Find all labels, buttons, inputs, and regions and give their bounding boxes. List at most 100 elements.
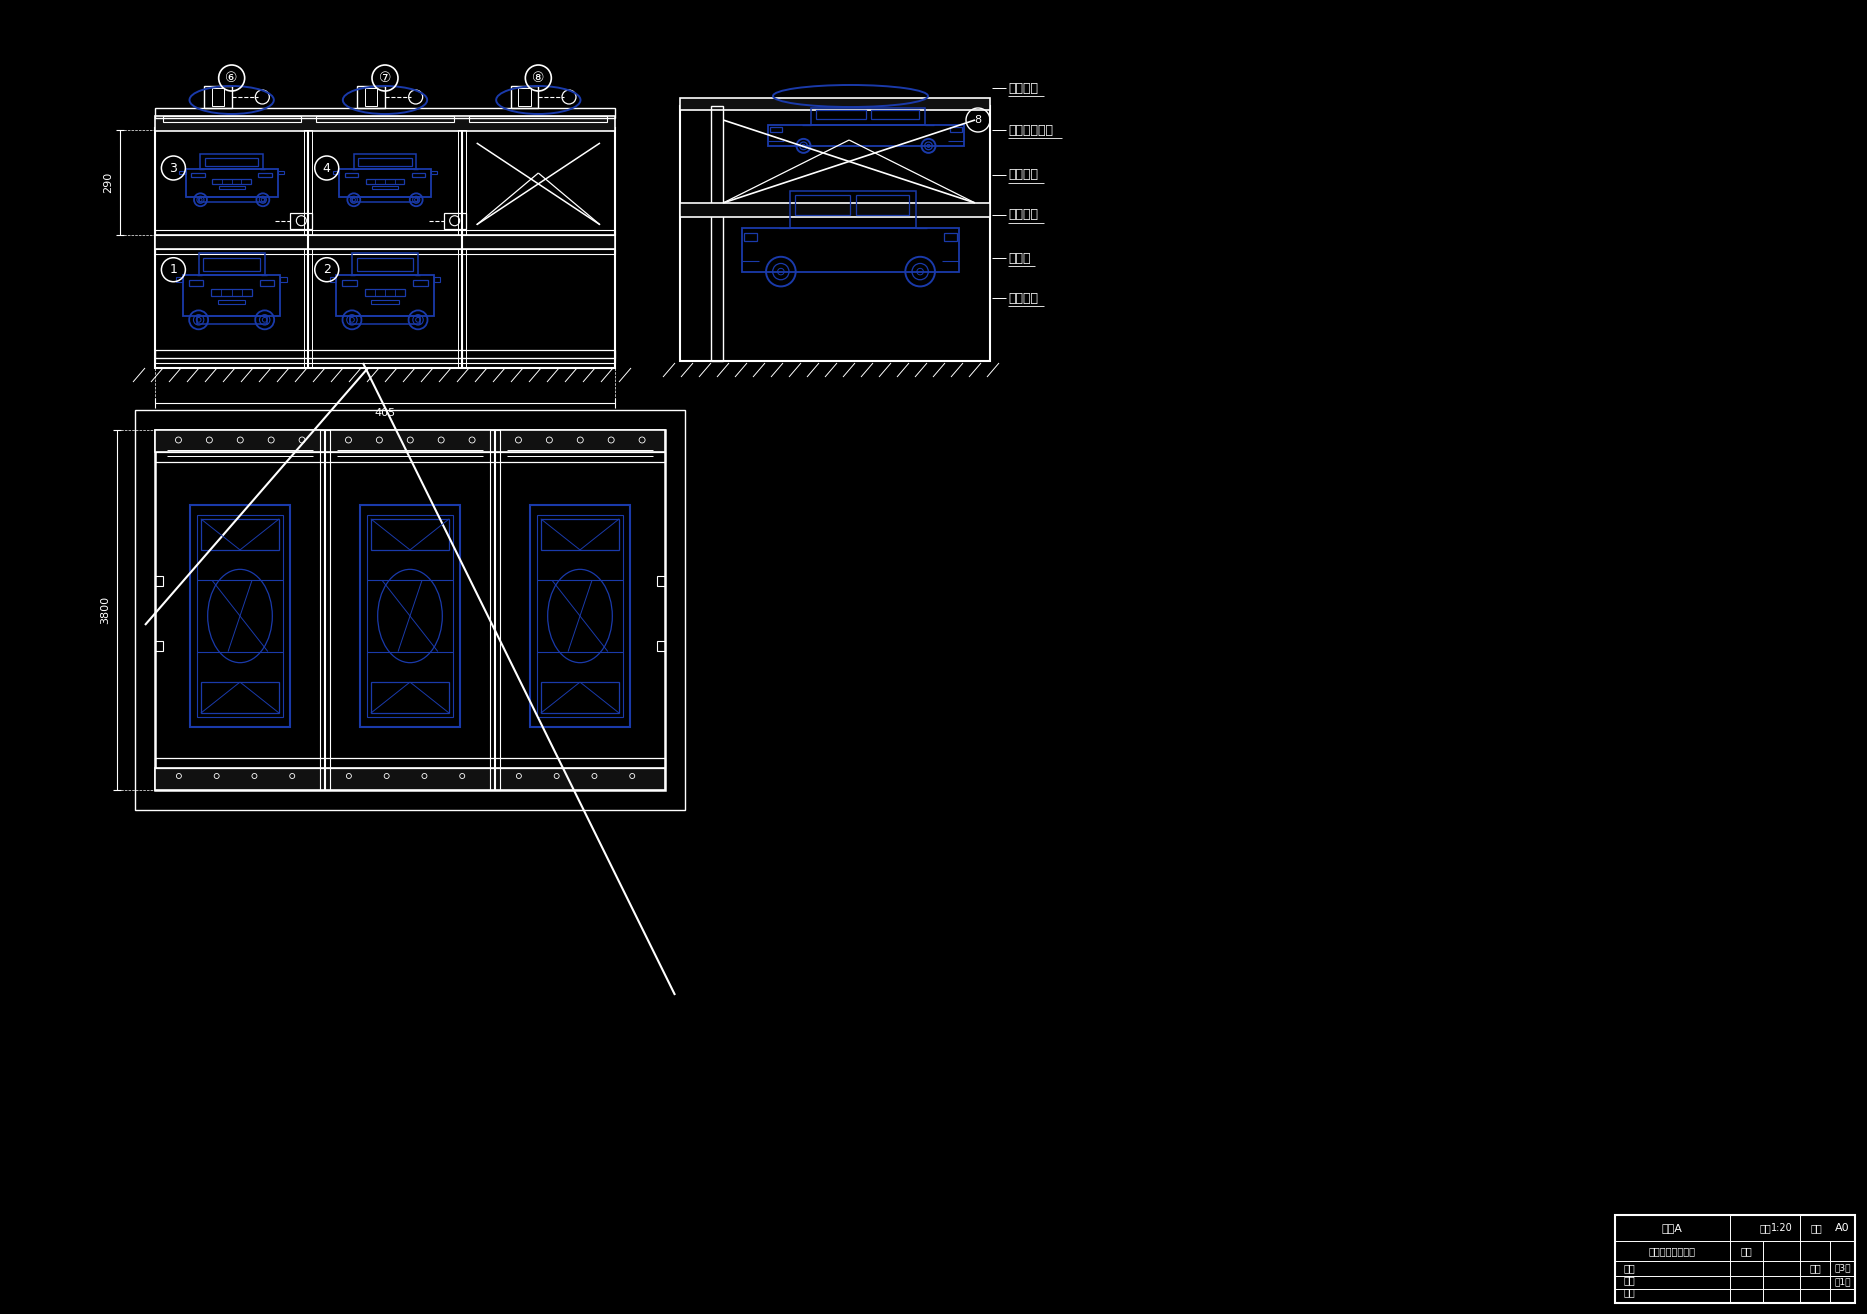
Bar (680, 99, 990, 110)
Bar (190, 505, 289, 727)
Bar (372, 187, 398, 189)
Text: 升降机构: 升降机构 (1008, 168, 1038, 181)
Bar (364, 289, 405, 296)
Text: 比例: 比例 (1759, 1223, 1772, 1234)
Bar (155, 758, 665, 767)
Text: 控制系统: 控制系统 (1008, 81, 1038, 95)
Bar (204, 85, 232, 108)
Bar (433, 277, 441, 283)
Bar (258, 172, 273, 176)
Bar (336, 275, 433, 317)
Text: 第1张: 第1张 (1835, 1277, 1852, 1286)
Bar (795, 196, 849, 215)
Bar (155, 235, 614, 248)
Text: A0: A0 (1835, 1223, 1850, 1234)
Bar (319, 430, 330, 790)
Bar (413, 280, 428, 285)
Bar (349, 317, 420, 323)
Bar (211, 289, 252, 296)
Bar (155, 127, 614, 368)
Bar (316, 116, 454, 122)
Bar (872, 110, 919, 120)
Text: ⑧: ⑧ (532, 71, 545, 85)
Bar (183, 275, 280, 317)
Bar (134, 410, 685, 809)
Bar (198, 252, 265, 275)
Text: 重量: 重量 (1809, 1263, 1820, 1273)
Bar (155, 767, 665, 790)
Text: 描图: 描图 (1622, 1275, 1635, 1285)
Bar (340, 170, 431, 197)
Bar (530, 505, 629, 727)
Text: 1:20: 1:20 (1770, 1223, 1792, 1234)
Text: 立体车库的结构图: 立体车库的结构图 (1649, 1246, 1695, 1256)
Text: ⑥: ⑥ (226, 71, 237, 85)
Text: 审核: 审核 (1622, 1288, 1635, 1297)
Bar (200, 154, 263, 170)
Bar (489, 430, 500, 790)
Bar (541, 519, 620, 551)
Bar (330, 277, 336, 283)
Bar (205, 158, 258, 167)
Text: 附表A: 附表A (1662, 1223, 1682, 1234)
Bar (372, 300, 398, 304)
Bar (155, 357, 614, 363)
Text: 图号: 图号 (1811, 1223, 1822, 1234)
Bar (187, 170, 278, 197)
Bar (680, 202, 990, 217)
Text: 横移机构: 横移机构 (1008, 209, 1038, 222)
Bar (657, 577, 665, 586)
Bar (155, 430, 665, 790)
Text: 1: 1 (170, 263, 177, 276)
Bar (741, 229, 960, 272)
Text: ⑦: ⑦ (379, 71, 392, 85)
Bar (198, 197, 265, 202)
Text: 2: 2 (323, 263, 330, 276)
Bar (162, 116, 301, 122)
Bar (291, 213, 312, 229)
Bar (519, 88, 530, 106)
Bar (857, 196, 909, 215)
Text: 结构框架: 结构框架 (1008, 292, 1038, 305)
Bar (431, 171, 437, 173)
Bar (657, 641, 665, 650)
Bar (155, 641, 162, 650)
Bar (538, 515, 624, 716)
Bar (189, 280, 204, 285)
Bar (218, 187, 245, 189)
Bar (155, 116, 614, 131)
Bar (280, 277, 288, 283)
Text: 8: 8 (975, 116, 982, 125)
Bar (196, 317, 267, 323)
Bar (190, 172, 205, 176)
Bar (179, 171, 187, 173)
Bar (457, 130, 465, 368)
Bar (175, 277, 183, 283)
Bar (155, 248, 614, 254)
Bar (444, 213, 465, 229)
Bar (278, 171, 284, 173)
Bar (357, 85, 385, 108)
Bar (812, 108, 924, 125)
Bar (204, 258, 260, 271)
Bar (345, 172, 358, 176)
Bar (155, 108, 614, 118)
Bar (155, 452, 665, 463)
Bar (155, 577, 162, 586)
Bar (743, 233, 756, 242)
Bar (202, 519, 280, 551)
Bar (155, 230, 614, 235)
Bar (512, 85, 538, 108)
Bar (353, 252, 418, 275)
Text: 制图: 制图 (1622, 1263, 1635, 1273)
Text: 4: 4 (323, 162, 330, 175)
Bar (411, 172, 426, 176)
Bar (950, 127, 962, 131)
Bar (355, 154, 416, 170)
Bar (211, 88, 224, 106)
Text: 3800: 3800 (101, 597, 110, 624)
Bar (260, 280, 274, 285)
Bar (790, 192, 917, 229)
Text: 405: 405 (375, 409, 396, 418)
Bar (680, 106, 990, 361)
